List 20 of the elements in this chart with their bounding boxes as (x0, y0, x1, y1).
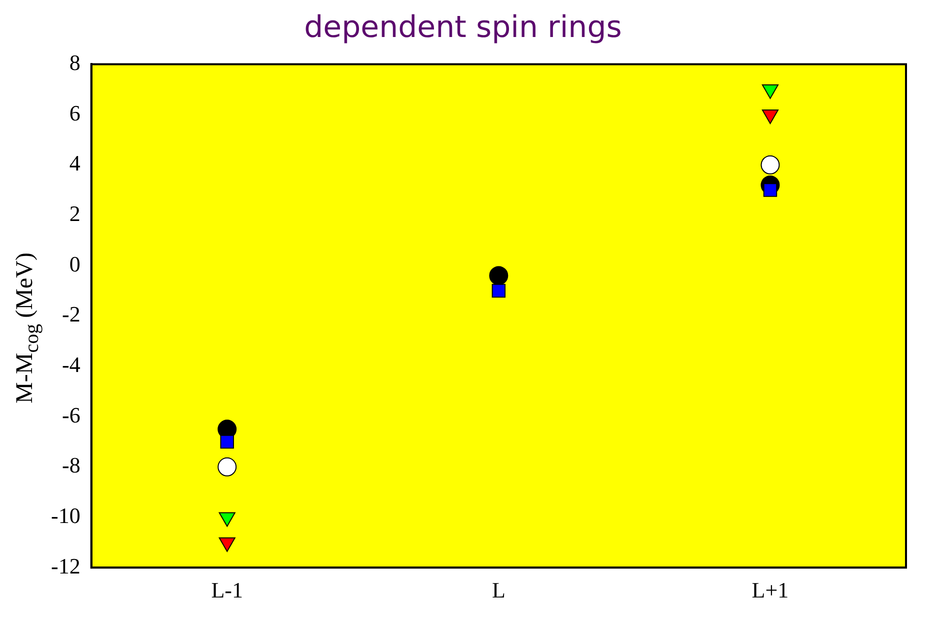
y-tick-label: 8 (69, 50, 80, 75)
y-tick-label: -10 (51, 503, 80, 528)
point (489, 266, 508, 286)
y-tick-label: -8 (62, 452, 80, 478)
y-tick-label: -2 (62, 302, 80, 327)
x-tick-label: L-1 (211, 578, 243, 603)
y-tick-label: 2 (69, 201, 80, 226)
y-tick-label: 0 (69, 251, 80, 276)
point (220, 434, 234, 449)
x-tick-label: L+1 (752, 578, 789, 603)
y-tick-label: -4 (62, 352, 80, 378)
y-tick-label: -12 (51, 553, 80, 578)
x-tick-label: L (492, 578, 506, 603)
y-tick-label: -6 (62, 402, 80, 428)
point (218, 457, 237, 476)
y-tick-label: 6 (69, 100, 80, 126)
chart-title: dependent spin rings (303, 9, 623, 47)
y-tick-label: 4 (69, 150, 80, 176)
point (760, 155, 780, 174)
point (492, 284, 506, 298)
